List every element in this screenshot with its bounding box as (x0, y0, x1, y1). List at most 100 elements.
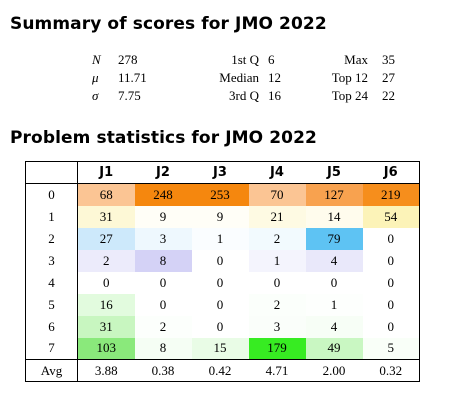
score-label: 0 (25, 183, 78, 206)
count-cell: 1 (191, 227, 249, 250)
stat-value: 278 (118, 52, 138, 67)
col-header: J4 (248, 161, 306, 184)
stat-value: 12 (268, 70, 281, 85)
count-cell: 31 (77, 315, 135, 338)
count-cell: 0 (248, 271, 306, 294)
count-cell: 70 (248, 183, 306, 206)
stat-label: Top 24 (331, 88, 368, 103)
table-row: 7 103 8 15 179 49 5 (25, 337, 420, 360)
count-cell: 4 (305, 249, 363, 272)
col-header: J5 (305, 161, 363, 184)
table-row: 0 68 248 253 70 127 219 (25, 183, 420, 206)
count-cell: 0 (362, 227, 420, 250)
count-cell: 16 (77, 293, 135, 316)
count-cell: 8 (134, 249, 192, 272)
score-label: 3 (25, 249, 78, 272)
avg-cell: 2.00 (305, 359, 363, 382)
count-cell: 248 (134, 183, 192, 206)
table-row: 1 31 9 9 21 14 54 (25, 205, 420, 228)
count-cell: 49 (305, 337, 363, 360)
stat-symbol: σ (92, 88, 99, 103)
stat-value: 16 (268, 88, 281, 103)
score-label: 1 (25, 205, 78, 228)
stat-label: Max (344, 52, 368, 67)
avg-cell: 0.32 (362, 359, 420, 382)
table-row: 2 27 3 1 2 79 0 (25, 227, 420, 250)
count-cell: 0 (362, 315, 420, 338)
count-cell: 0 (191, 315, 249, 338)
count-cell: 2 (134, 315, 192, 338)
count-cell: 31 (77, 205, 135, 228)
count-cell: 14 (305, 205, 363, 228)
average-row: Avg 3.88 0.38 0.42 4.71 2.00 0.32 (25, 359, 420, 382)
stat-symbol: μ (92, 70, 99, 85)
stat-value: 6 (268, 52, 275, 67)
table-row: 5 16 0 0 2 1 0 (25, 293, 420, 316)
avg-label: Avg (25, 359, 78, 382)
count-cell: 219 (362, 183, 420, 206)
count-cell: 15 (191, 337, 249, 360)
count-cell: 2 (77, 249, 135, 272)
header-row: J1 J2 J3 J4 J5 J6 (25, 161, 420, 184)
count-cell: 8 (134, 337, 192, 360)
stat-label: Median (219, 70, 259, 85)
count-cell: 0 (362, 293, 420, 316)
stat-value: 35 (382, 52, 395, 67)
count-cell: 0 (191, 293, 249, 316)
count-cell: 9 (191, 205, 249, 228)
count-cell: 0 (305, 271, 363, 294)
count-cell: 103 (77, 337, 135, 360)
count-cell: 21 (248, 205, 306, 228)
count-cell: 253 (191, 183, 249, 206)
score-label: 7 (25, 337, 78, 360)
score-label: 2 (25, 227, 78, 250)
summary-title: Summary of scores for JMO 2022 (10, 14, 327, 34)
avg-cell: 4.71 (248, 359, 306, 382)
stat-symbol: N (92, 52, 101, 67)
count-cell: 0 (77, 271, 135, 294)
count-cell: 127 (305, 183, 363, 206)
col-header: J6 (362, 161, 420, 184)
count-cell: 9 (134, 205, 192, 228)
count-cell: 0 (134, 293, 192, 316)
count-cell: 0 (362, 249, 420, 272)
stat-label: Top 12 (331, 70, 368, 85)
count-cell: 54 (362, 205, 420, 228)
col-header: J1 (77, 161, 135, 184)
count-cell: 1 (248, 249, 306, 272)
count-cell: 3 (134, 227, 192, 250)
stat-value: 7.75 (118, 88, 141, 103)
stat-value: 27 (382, 70, 395, 85)
count-cell: 27 (77, 227, 135, 250)
count-cell: 0 (362, 271, 420, 294)
stat-value: 11.71 (118, 70, 147, 85)
count-cell: 79 (305, 227, 363, 250)
count-cell: 4 (305, 315, 363, 338)
count-cell: 5 (362, 337, 420, 360)
avg-cell: 0.42 (191, 359, 249, 382)
count-cell: 2 (248, 293, 306, 316)
count-cell: 0 (191, 249, 249, 272)
col-header: J2 (134, 161, 192, 184)
count-cell: 68 (77, 183, 135, 206)
avg-cell: 3.88 (77, 359, 135, 382)
table-row: 6 31 2 0 3 4 0 (25, 315, 420, 338)
problem-stats-table: J1 J2 J3 J4 J5 J6 0 68 248 253 70 127 219 1 31 9 9… (25, 161, 420, 382)
stat-label: 3rd Q (229, 88, 259, 103)
avg-cell: 0.38 (134, 359, 192, 382)
count-cell: 2 (248, 227, 306, 250)
col-header: J3 (191, 161, 249, 184)
count-cell: 0 (191, 271, 249, 294)
count-cell: 3 (248, 315, 306, 338)
problem-stats-title: Problem statistics for JMO 2022 (10, 128, 317, 148)
stat-value: 22 (382, 88, 395, 103)
count-cell: 179 (248, 337, 306, 360)
count-cell: 0 (134, 271, 192, 294)
corner-cell (25, 161, 78, 184)
score-label: 6 (25, 315, 78, 338)
score-label: 5 (25, 293, 78, 316)
score-label: 4 (25, 271, 78, 294)
stat-label: 1st Q (231, 52, 259, 67)
